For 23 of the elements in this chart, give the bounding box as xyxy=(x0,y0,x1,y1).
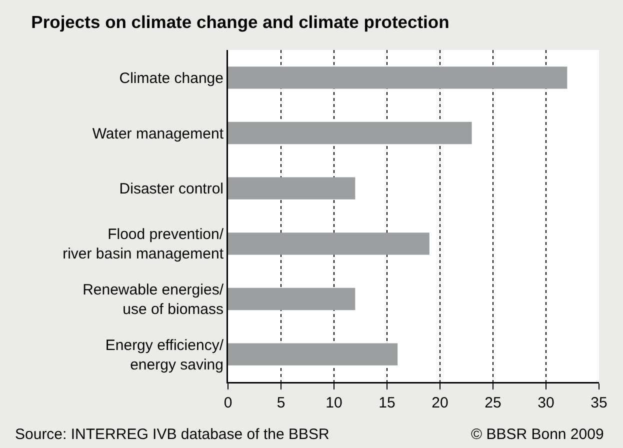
x-tick-label: 20 xyxy=(432,394,448,412)
x-tick-label: 25 xyxy=(484,394,502,412)
y-tick-label: Renewable energies/ use of biomass xyxy=(82,282,224,318)
bar xyxy=(228,122,472,144)
x-tick-label: 5 xyxy=(276,394,286,412)
bar xyxy=(228,177,356,200)
x-tick-label: 0 xyxy=(224,394,232,412)
bar xyxy=(228,232,430,255)
chart-title: Projects on climate change and climate protection xyxy=(31,12,450,32)
x-tick-label: 15 xyxy=(378,394,396,412)
y-tick-label: Climate change xyxy=(119,70,224,87)
bar xyxy=(228,66,568,89)
bar xyxy=(228,343,398,366)
x-tick-label: 35 xyxy=(590,394,608,412)
source-note: Source: INTERREG IVB database of the BBSR xyxy=(15,426,330,443)
y-tick-label: Flood prevention/ river basin management xyxy=(62,226,224,263)
y-tick-label: Water management xyxy=(92,125,224,142)
text: © BBSR Bonn 2009 xyxy=(471,426,604,443)
x-tick-label: 10 xyxy=(326,394,342,412)
x-tick-label: 30 xyxy=(538,394,554,412)
y-tick-label: Disaster control xyxy=(119,180,224,198)
bar xyxy=(228,288,356,310)
y-tick-label: Energy efficiency/ energy saving xyxy=(105,336,224,374)
